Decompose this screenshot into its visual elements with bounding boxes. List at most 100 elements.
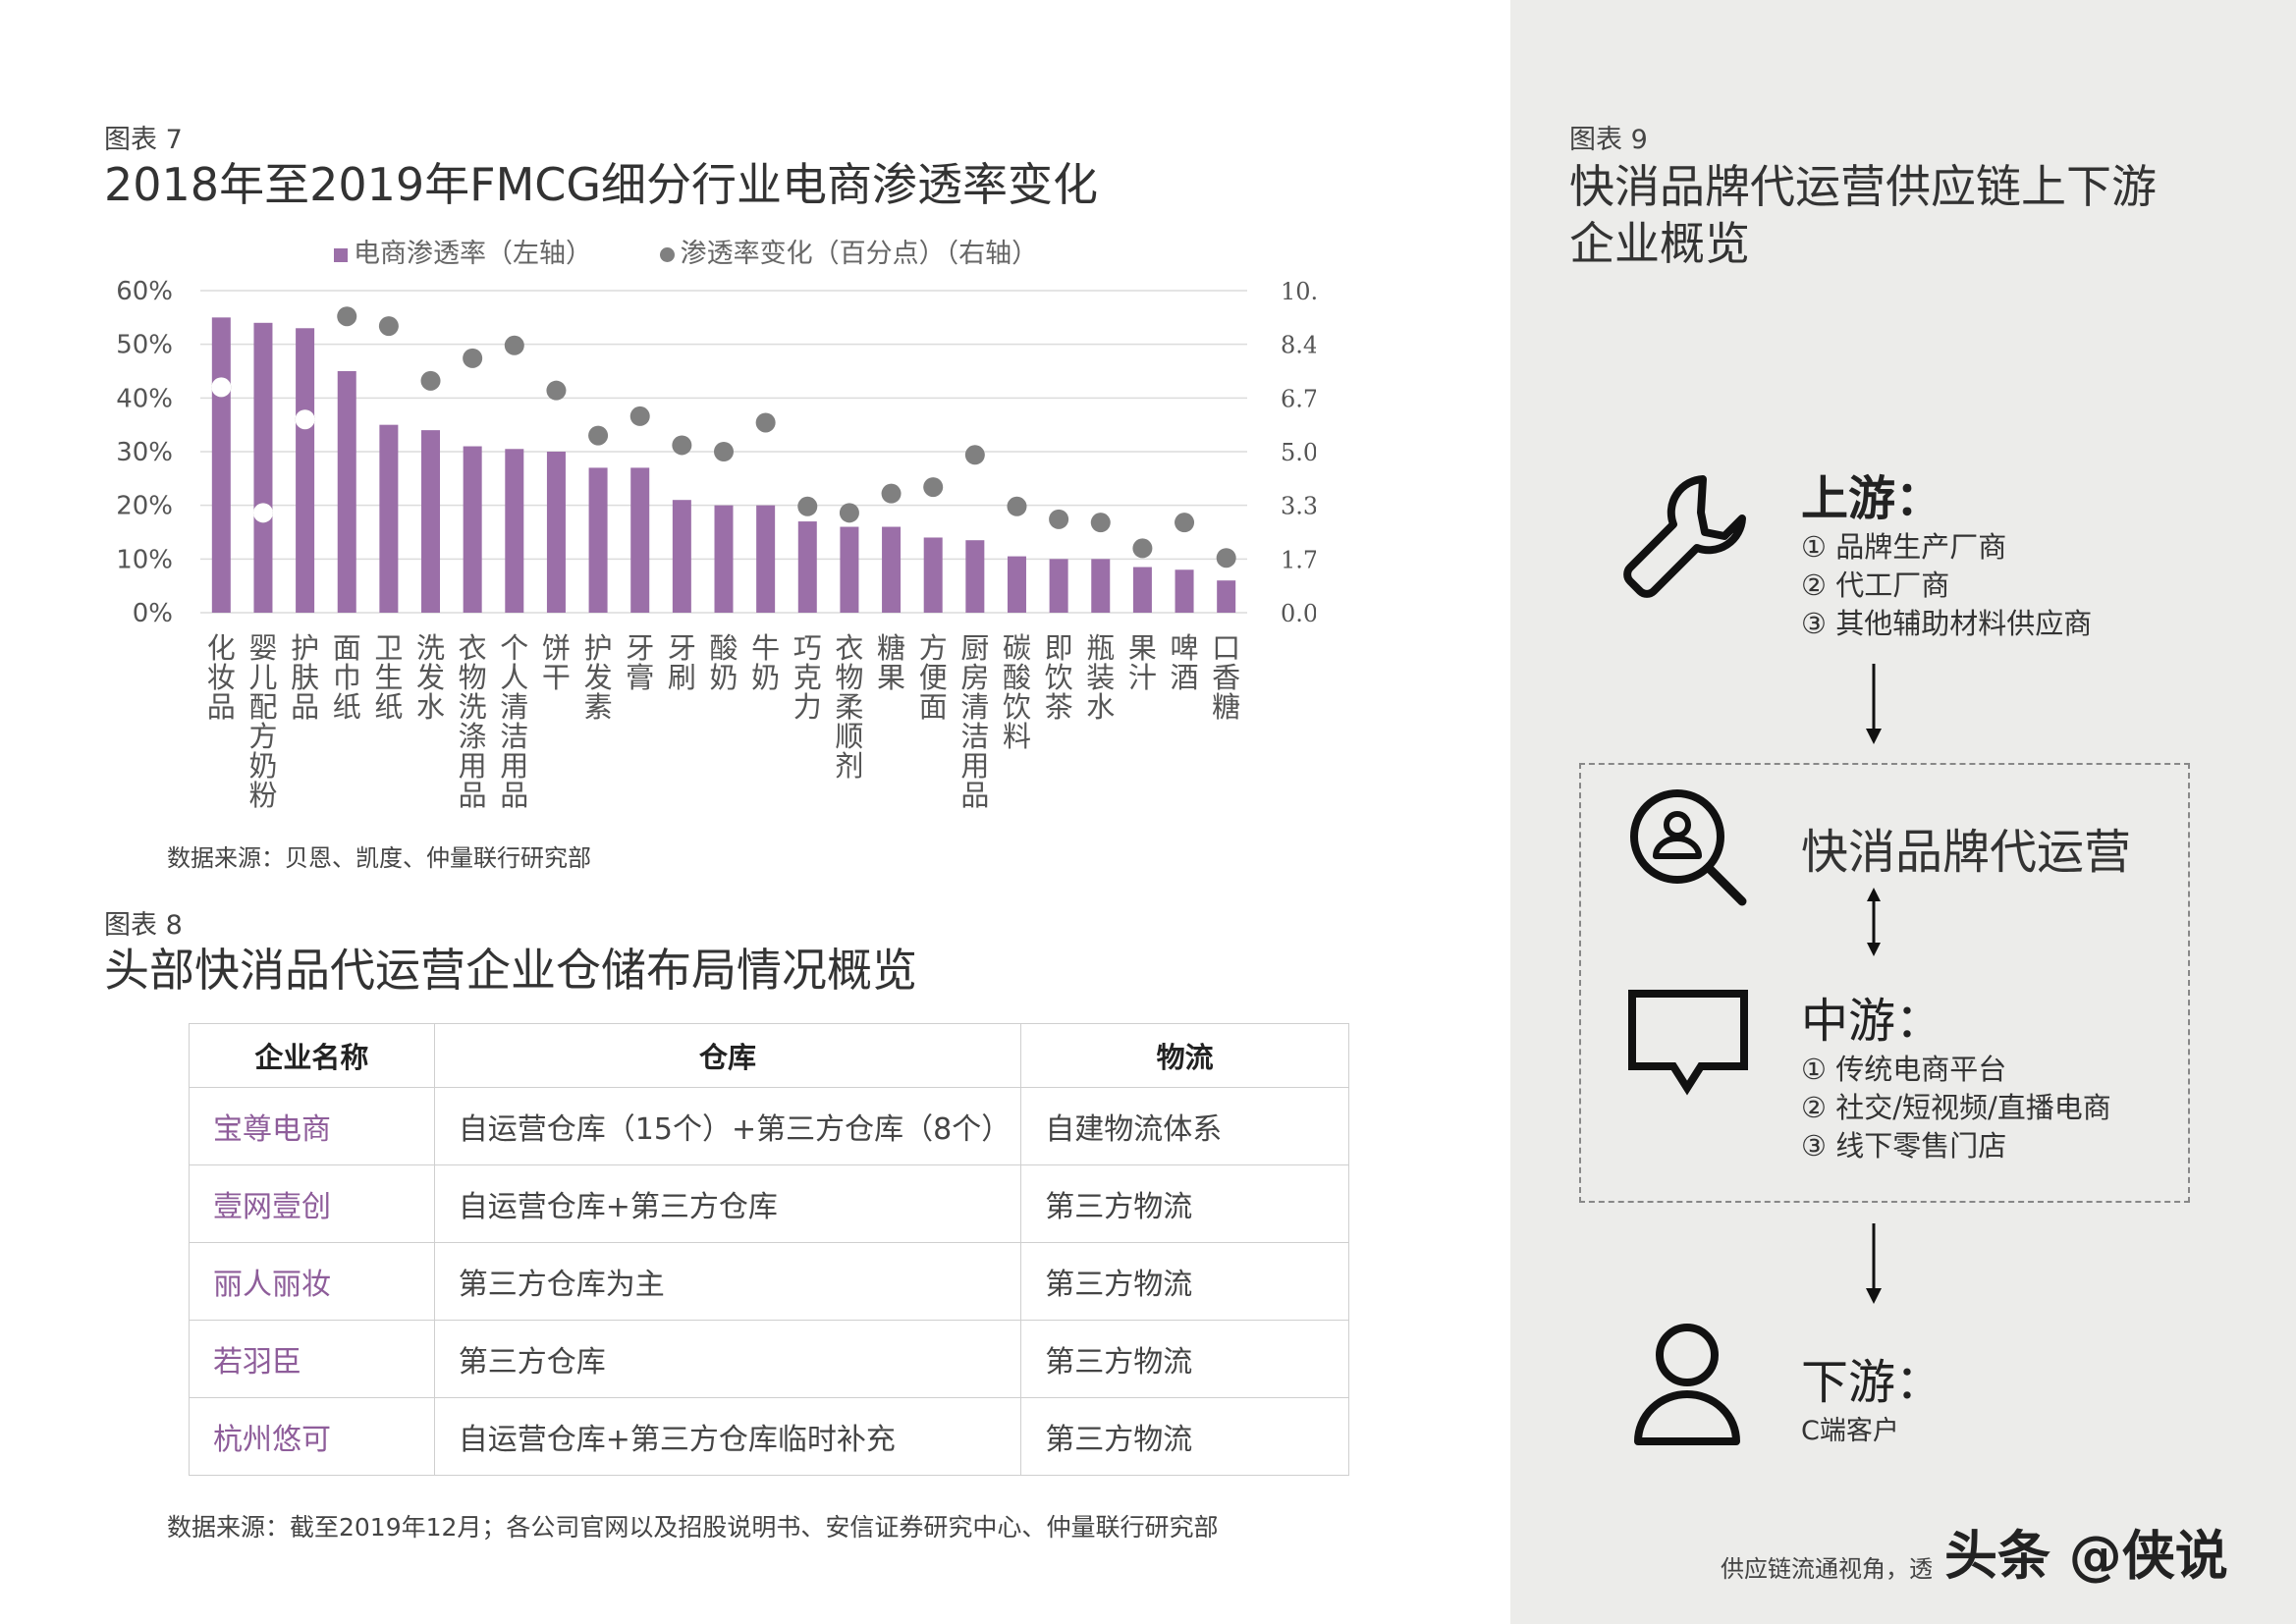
fig8-source: 数据来源：截至2019年12月；各公司官网以及招股说明书、安信证券研究中心、仲量…	[167, 1513, 1219, 1542]
upstream-item: ② 代工厂商	[1801, 568, 1950, 602]
change-point	[504, 335, 524, 355]
y-right-tick-label: 0.0	[1281, 600, 1316, 627]
bar	[1049, 559, 1068, 613]
table-header: 仓库	[433, 1023, 1022, 1088]
fig9-title: 快消品牌代运营供应链上下游 企业概览	[1569, 159, 2157, 272]
change-point	[964, 445, 985, 465]
bar	[337, 371, 356, 613]
bar	[253, 322, 273, 613]
change-point	[1132, 538, 1153, 559]
logistics-cell: 第三方物流	[1020, 1320, 1349, 1398]
midstream-title: 中游：	[1801, 994, 1943, 1049]
change-point-inside-bar	[295, 409, 315, 430]
x-tick-label: 衣物柔顺剂	[835, 631, 863, 783]
arrow-down-icon	[1866, 1223, 1882, 1304]
upstream-item: ③ 其他辅助材料供应商	[1801, 607, 2093, 640]
x-tick-label: 糖果	[877, 631, 905, 694]
x-tick-label: 婴儿配方奶粉	[248, 631, 277, 812]
table-row: 杭州悠可 自运营仓库+第三方仓库临时补充 第三方物流	[189, 1397, 1349, 1476]
x-tick-label: 化妆品	[207, 631, 236, 724]
y-left-tick-label: 0%	[133, 599, 173, 628]
x-tick-label: 啤酒	[1171, 631, 1199, 694]
table-header-row: 企业名称 仓库 物流	[189, 1023, 1349, 1088]
bar	[588, 467, 608, 613]
x-tick-label: 牛奶	[751, 631, 780, 694]
change-point	[420, 370, 441, 391]
bar	[1217, 580, 1236, 613]
bar	[211, 317, 231, 613]
bar	[421, 430, 441, 613]
downstream-block: 下游： C端客户	[1801, 1343, 1942, 1450]
fig8-label: 图表 8	[104, 910, 183, 941]
fig9-title-line1: 快消品牌代运营供应链上下游	[1569, 160, 2157, 213]
change-point	[1049, 509, 1069, 529]
midstream-item: ③ 线下零售门店	[1801, 1129, 2007, 1163]
change-point	[588, 425, 609, 446]
company-name: 壹网壹创	[189, 1164, 435, 1243]
bar	[1175, 569, 1194, 613]
upstream-block: 上游： ① 品牌生产厂商 ② 代工厂商 ③ 其他辅助材料供应商	[1801, 460, 2092, 643]
operator-title: 快消品牌代运营	[1801, 825, 2132, 880]
bar	[840, 526, 859, 613]
midstream-item: ② 社交/短视频/直播电商	[1801, 1091, 2111, 1124]
x-tick-label: 牙刷	[668, 631, 696, 694]
legend-dot-label: 渗透率变化（百分点）（右轴）	[680, 239, 1039, 269]
x-tick-label: 巧克力	[793, 631, 822, 724]
bar	[630, 467, 650, 613]
warehouse-cell: 自运营仓库（15个）+第三方仓库（8个）	[433, 1087, 1022, 1165]
y-right-tick-label: 5.0	[1281, 439, 1316, 466]
company-name: 若羽臣	[189, 1320, 435, 1398]
x-tick-label: 卫生纸	[374, 631, 403, 724]
warehouse-cell: 自运营仓库+第三方仓库临时补充	[433, 1397, 1022, 1476]
x-tick-label: 碳酸饮料	[1003, 631, 1031, 753]
fig7-chart: 0% 10% 20% 30% 40% 50% 60% 0.0 1.7 3.3 5.0 6.7 8.4 10…	[116, 277, 1316, 812]
downstream-item: C端客户	[1801, 1416, 1899, 1446]
wrench-icon	[1623, 475, 1746, 598]
table-header: 企业名称	[189, 1023, 435, 1088]
y-left-tick-label: 50%	[116, 331, 173, 360]
warehouse-cell: 第三方仓库为主	[433, 1242, 1022, 1321]
bar	[882, 526, 902, 613]
change-point	[1216, 548, 1236, 568]
table-header: 物流	[1020, 1023, 1349, 1088]
bar	[379, 424, 399, 613]
footer-text: 供应链流通视角，透	[1721, 1555, 1933, 1583]
change-point-inside-bar	[211, 377, 232, 398]
company-name: 宝尊电商	[189, 1087, 435, 1165]
change-point	[629, 406, 650, 426]
person-icon	[1634, 1324, 1740, 1445]
x-tick-label: 牙膏	[626, 631, 654, 694]
bar	[797, 521, 817, 613]
change-point	[672, 435, 692, 456]
table-row: 丽人丽妆 第三方仓库为主 第三方物流	[189, 1242, 1349, 1321]
y-right-tick-label: 3.3	[1281, 493, 1316, 520]
chat-bubble-icon	[1628, 990, 1748, 1096]
y-left-tick-label: 60%	[116, 277, 173, 306]
x-tick-label: 瓶装水	[1086, 631, 1115, 724]
warehouse-cell: 自运营仓库+第三方仓库	[433, 1164, 1022, 1243]
fig7-source: 数据来源：贝恩、凯度、仲量联行研究部	[167, 844, 591, 872]
company-name: 杭州悠可	[189, 1397, 435, 1476]
y-left-tick-label: 40%	[116, 384, 173, 413]
x-tick-label: 衣物洗涤用品	[459, 631, 487, 812]
logistics-cell: 自建物流体系	[1020, 1087, 1349, 1165]
bar	[756, 505, 776, 613]
bar	[672, 500, 691, 613]
change-point	[546, 380, 567, 401]
logistics-cell: 第三方物流	[1020, 1397, 1349, 1476]
logistics-cell: 第三方物流	[1020, 1242, 1349, 1321]
change-point	[714, 442, 734, 461]
midstream-group	[1579, 763, 2190, 1203]
table-row: 壹网壹创 自运营仓库+第三方仓库 第三方物流	[189, 1164, 1349, 1243]
x-tick-label: 护发素	[584, 631, 613, 724]
x-tick-label: 面巾纸	[333, 631, 361, 724]
change-point	[1175, 513, 1195, 533]
change-point	[1090, 513, 1111, 533]
x-tick-label: 洗发水	[416, 631, 445, 724]
bar	[296, 328, 315, 613]
bar	[546, 452, 566, 613]
bar	[965, 540, 985, 613]
watermark: 头条 @侠说	[1944, 1525, 2228, 1587]
arrow-down-icon	[1866, 664, 1882, 744]
bar	[463, 446, 482, 613]
